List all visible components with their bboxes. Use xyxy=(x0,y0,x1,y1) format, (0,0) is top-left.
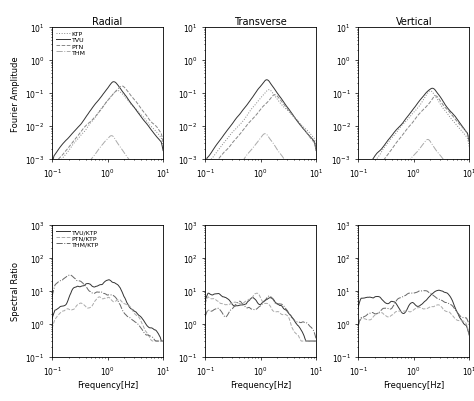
Y-axis label: Fourier Amplitude: Fourier Amplitude xyxy=(11,56,19,132)
X-axis label: Frequency[Hz]: Frequency[Hz] xyxy=(230,380,292,389)
X-axis label: Frequency[Hz]: Frequency[Hz] xyxy=(383,380,445,389)
Title: Radial: Radial xyxy=(92,17,123,27)
X-axis label: Frequency[Hz]: Frequency[Hz] xyxy=(77,380,138,389)
Title: Vertical: Vertical xyxy=(395,17,432,27)
Legend: KTP, TVU, PTN, THM: KTP, TVU, PTN, THM xyxy=(55,31,86,56)
Y-axis label: Spectral Ratio: Spectral Ratio xyxy=(11,262,20,320)
Title: Transverse: Transverse xyxy=(234,17,287,27)
Legend: TVU/KTP, PTN/KTP, THM/KTP: TVU/KTP, PTN/KTP, THM/KTP xyxy=(55,229,100,247)
